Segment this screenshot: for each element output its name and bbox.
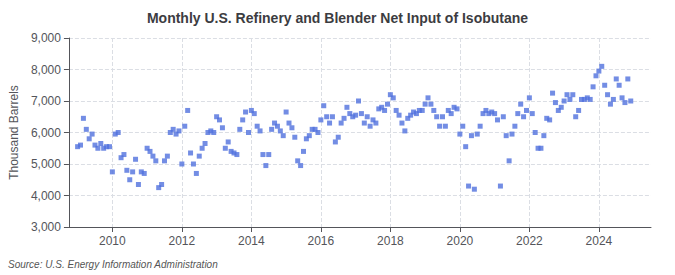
svg-text:3,000: 3,000 bbox=[31, 220, 61, 234]
svg-text:7,000: 7,000 bbox=[31, 94, 61, 108]
svg-text:2012: 2012 bbox=[169, 234, 196, 248]
svg-text:5,000: 5,000 bbox=[31, 157, 61, 171]
svg-text:Monthly U.S. Refinery and Blen: Monthly U.S. Refinery and Blender Net In… bbox=[147, 10, 528, 26]
svg-text:2014: 2014 bbox=[238, 234, 265, 248]
svg-text:9,000: 9,000 bbox=[31, 31, 61, 45]
svg-text:Source: U.S. Energy Informatio: Source: U.S. Energy Information Administ… bbox=[8, 259, 218, 270]
svg-text:2010: 2010 bbox=[99, 234, 126, 248]
svg-text:2022: 2022 bbox=[516, 234, 543, 248]
svg-text:2018: 2018 bbox=[377, 234, 404, 248]
svg-text:Thousand Barrels: Thousand Barrels bbox=[7, 85, 21, 180]
svg-text:2024: 2024 bbox=[586, 234, 613, 248]
svg-text:2016: 2016 bbox=[308, 234, 335, 248]
svg-text:8,000: 8,000 bbox=[31, 63, 61, 77]
svg-text:6,000: 6,000 bbox=[31, 126, 61, 140]
svg-text:4,000: 4,000 bbox=[31, 189, 61, 203]
svg-text:2020: 2020 bbox=[447, 234, 474, 248]
